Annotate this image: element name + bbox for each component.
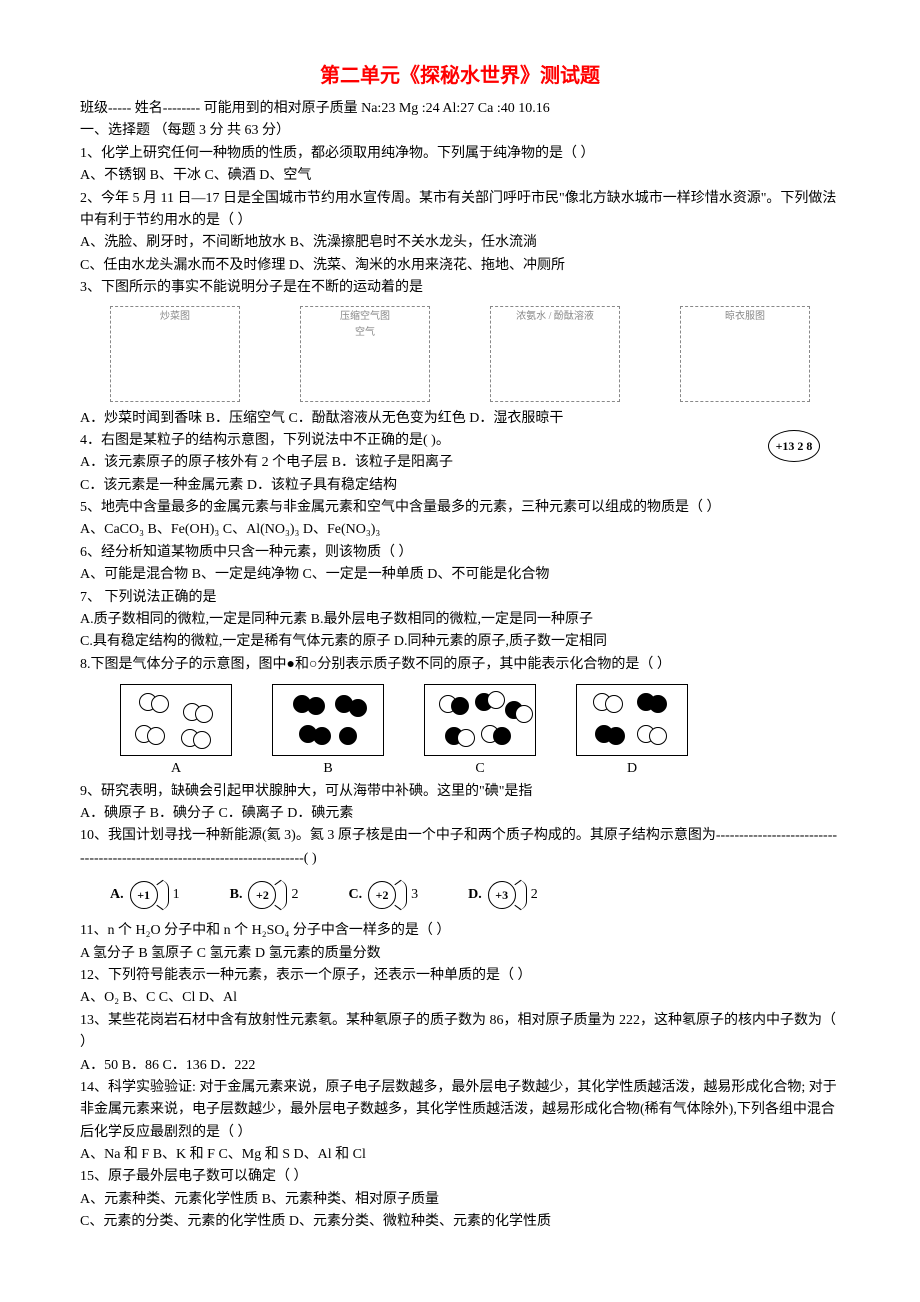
q8-box-c bbox=[424, 684, 536, 756]
q13-stem: 13、某些花岗岩石材中含有放射性元素氡。某种氡原子的质子数为 86，相对原子质量… bbox=[80, 1010, 840, 1055]
q8-stem: 8.下图是气体分子的示意图，图中●和○分别表示质子数不同的原子，其中能表示化合物… bbox=[80, 654, 840, 676]
q8-label-a: A bbox=[171, 758, 181, 780]
q3-fig-c: 浓氨水 / 酚酞溶液 bbox=[490, 306, 620, 402]
q7-stem: 7、 下列说法正确的是 bbox=[80, 587, 840, 609]
q5-stem: 5、地壳中含量最多的金属元素与非金属元素和空气中含量最多的元素，三种元素可以组成… bbox=[80, 497, 840, 519]
q2-stem: 2、今年 5 月 11 日—17 日是全国城市节约用水宣传周。某市有关部门呼吁市… bbox=[80, 188, 840, 233]
q9-stem: 9、研究表明，缺碘会引起甲状腺肿大，可从海带中补碘。这里的"碘"是指 bbox=[80, 781, 840, 803]
q3-figure-row: 炒菜图 压缩空气图空气 浓氨水 / 酚酞溶液 晾衣服图 bbox=[80, 306, 840, 402]
q8-label-d: D bbox=[627, 758, 637, 780]
q8-label-b: B bbox=[323, 758, 332, 780]
q10-opt-c: C. +23 bbox=[348, 880, 418, 910]
q10-opt-d: D. +32 bbox=[468, 880, 538, 910]
q4-stem: 4．右图是某粒子的结构示意图，下列说法中不正确的是( )。 bbox=[80, 430, 840, 452]
q8-figure-row: A B C D bbox=[120, 684, 840, 780]
q5-opts: A、CaCO₃ B、Fe(OH)₃ C、Al(NO₃)₃ D、Fe(NO₃)₃ bbox=[80, 519, 840, 541]
q3-stem: 3、下图所示的事实不能说明分子是在不断的运动着的是 bbox=[80, 277, 840, 299]
header-info: 班级----- 姓名-------- 可能用到的相对原子质量 Na:23 Mg … bbox=[80, 98, 840, 120]
q15-opt-cd: C、元素的分类、元素的化学性质 D、元素分类、微粒种类、元素的化学性质 bbox=[80, 1211, 840, 1233]
q8-box-d bbox=[576, 684, 688, 756]
q7-opt-cd: C.具有稳定结构的微粒,一定是稀有气体元素的原子 D.同种元素的原子,质子数一定… bbox=[80, 631, 840, 653]
q4-atom-diagram: +13 2 8 bbox=[768, 430, 820, 462]
q10-opt-b: B. +22 bbox=[230, 880, 299, 910]
q8-box-b bbox=[272, 684, 384, 756]
q6-opts: A、可能是混合物 B、一定是纯净物 C、一定是一种单质 D、不可能是化合物 bbox=[80, 564, 840, 586]
q11-stem: 11、n 个 H₂O 分子中和 n 个 H₂SO₄ 分子中含一样多的是（ ） bbox=[80, 920, 840, 942]
q10-stem: 10、我国计划寻找一种新能源(氦 3)。氦 3 原子核是由一个中子和两个质子构成… bbox=[80, 825, 840, 870]
q11-opts: A 氢分子 B 氢原子 C 氢元素 D 氢元素的质量分数 bbox=[80, 943, 840, 965]
q3-fig-a: 炒菜图 bbox=[110, 306, 240, 402]
q1-stem: 1、化学上研究任何一种物质的性质，都必须取用纯净物。下列属于纯净物的是（ ） bbox=[80, 143, 840, 165]
q2-opt-cd: C、任由水龙头漏水而不及时修理 D、洗菜、淘米的水用来浇花、拖地、冲厕所 bbox=[80, 255, 840, 277]
section-heading: 一、选择题 （每题 3 分 共 63 分） bbox=[80, 120, 840, 142]
q3-fig-b: 压缩空气图空气 bbox=[300, 306, 430, 402]
q14-opts: A、Na 和 F B、K 和 F C、Mg 和 S D、Al 和 Cl bbox=[80, 1144, 840, 1166]
q12-opts: A、O₂ B、C C、Cl D、Al bbox=[80, 987, 840, 1009]
q2-opt-ab: A、洗脸、刷牙时，不间断地放水 B、洗澡擦肥皂时不关水龙头，任水流淌 bbox=[80, 232, 840, 254]
q3-opts: A．炒菜时闻到香味 B．压缩空气 C．酚酞溶液从无色变为红色 D．湿衣服晾干 bbox=[80, 408, 840, 430]
q15-opt-ab: A、元素种类、元素化学性质 B、元素种类、相对原子质量 bbox=[80, 1189, 840, 1211]
q9-opts: A．碘原子 B．碘分子 C．碘离子 D．碘元素 bbox=[80, 803, 840, 825]
q4-opt-ab: A．该元素原子的原子核外有 2 个电子层 B．该粒子是阳离子 bbox=[80, 452, 840, 474]
q3-fig-d: 晾衣服图 bbox=[680, 306, 810, 402]
q7-opt-ab: A.质子数相同的微粒,一定是同种元素 B.最外层电子数相同的微粒,一定是同一种原… bbox=[80, 609, 840, 631]
q8-box-a bbox=[120, 684, 232, 756]
q1-opts: A、不锈钢 B、干冰 C、碘酒 D、空气 bbox=[80, 165, 840, 187]
q10-opt-a: A. +11 bbox=[110, 880, 180, 910]
q6-stem: 6、经分析知道某物质中只含一种元素，则该物质（ ） bbox=[80, 542, 840, 564]
q4-opt-cd: C．该元素是一种金属元素 D．该粒子具有稳定结构 bbox=[80, 475, 840, 497]
q13-opts: A．50 B．86 C．136 D．222 bbox=[80, 1055, 840, 1077]
page-title: 第二单元《探秘水世界》测试题 bbox=[80, 60, 840, 92]
q12-stem: 12、下列符号能表示一种元素，表示一个原子，还表示一种单质的是（ ） bbox=[80, 965, 840, 987]
q15-stem: 15、原子最外层电子数可以确定（ ） bbox=[80, 1166, 840, 1188]
q10-options: A. +11 B. +22 C. +23 D. +32 bbox=[110, 880, 840, 910]
q14-stem: 14、科学实验验证: 对于金属元素来说，原子电子层数越多，最外层电子数越少，其化… bbox=[80, 1077, 840, 1144]
q8-label-c: C bbox=[475, 758, 484, 780]
